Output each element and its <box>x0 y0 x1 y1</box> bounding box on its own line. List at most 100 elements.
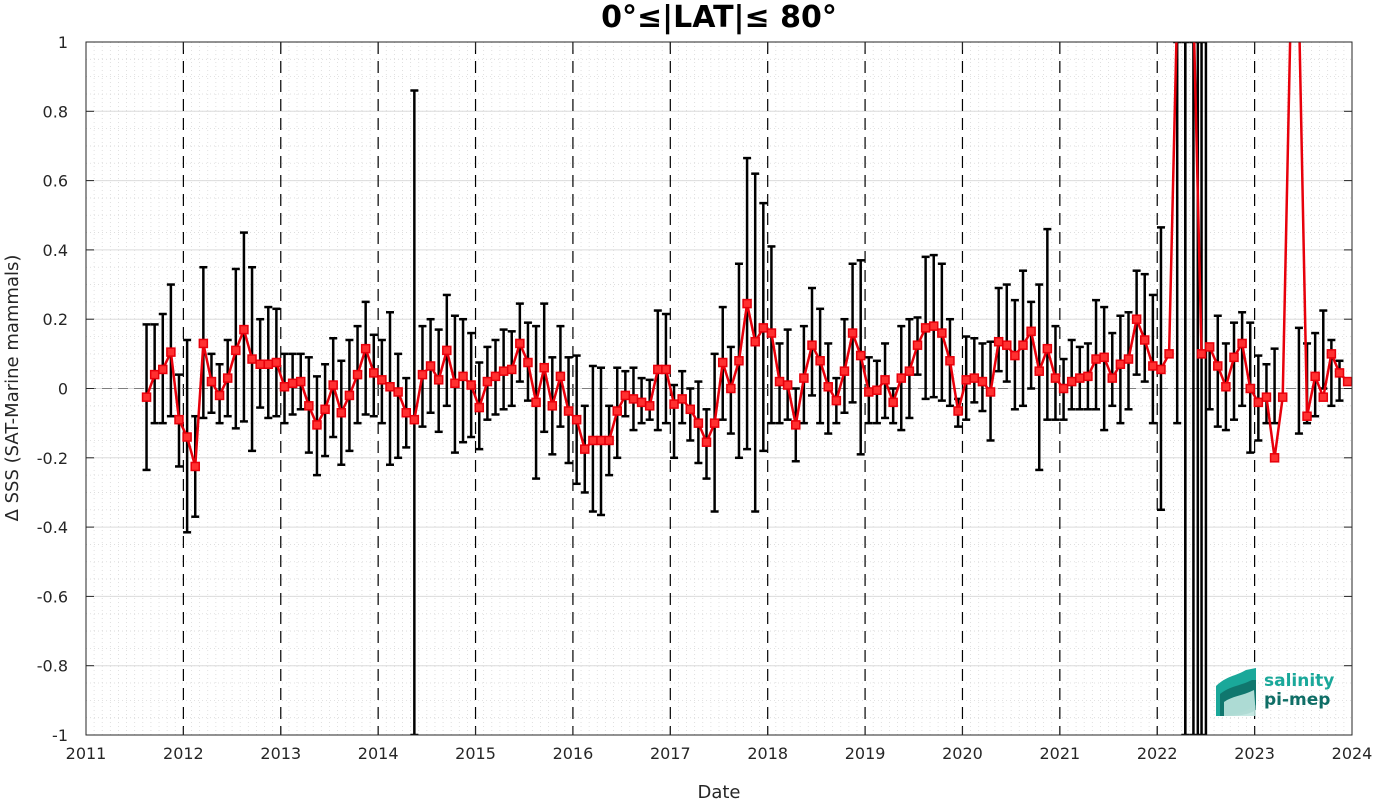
x-tick-label: 2023 <box>1234 744 1275 763</box>
y-tick-label: -1 <box>52 726 68 745</box>
series-marker <box>222 373 233 383</box>
series-marker <box>320 404 330 415</box>
series-marker <box>1139 335 1150 345</box>
series-marker <box>758 323 769 333</box>
series-marker <box>799 373 809 383</box>
series-marker <box>198 338 209 349</box>
series-marker <box>669 399 679 409</box>
series-marker <box>726 383 736 394</box>
series-marker <box>1156 364 1166 375</box>
series-marker <box>336 408 347 418</box>
series-marker <box>928 321 939 331</box>
x-tick-label: 2014 <box>358 744 399 763</box>
y-tick-label: -0.2 <box>37 449 68 468</box>
series-marker <box>782 380 793 390</box>
series-marker <box>352 369 363 380</box>
series-marker <box>864 387 874 397</box>
series-marker <box>855 350 866 361</box>
y-tick-label: -0.4 <box>37 518 68 537</box>
x-tick-label: 2016 <box>553 744 594 763</box>
x-tick-label: 2019 <box>845 744 886 763</box>
series-marker <box>563 406 574 416</box>
series-marker <box>271 357 282 368</box>
series-marker <box>474 402 485 413</box>
y-tick-label: 0 <box>58 380 68 399</box>
series-marker <box>872 385 882 395</box>
series-marker <box>1245 383 1255 394</box>
series-marker <box>1148 361 1158 371</box>
series-marker <box>961 375 971 385</box>
series-marker <box>1083 371 1093 382</box>
series-marker <box>490 371 501 382</box>
series-marker <box>360 343 371 354</box>
y-tick-label: 0.4 <box>43 241 68 260</box>
series-marker <box>717 357 728 368</box>
x-tick-label: 2018 <box>747 744 788 763</box>
series-line-offscale <box>1167 42 1178 354</box>
series-marker <box>709 418 720 428</box>
series-marker <box>644 401 655 411</box>
series-marker <box>1115 359 1126 369</box>
series-marker <box>231 345 241 356</box>
series-marker <box>791 420 801 430</box>
series-marker <box>287 378 298 389</box>
series-marker <box>1213 361 1223 371</box>
series-marker <box>750 336 760 347</box>
series-marker <box>904 366 915 376</box>
x-tick-label: 2015 <box>455 744 496 763</box>
series-marker <box>628 394 639 404</box>
series-marker <box>993 336 1004 347</box>
series-marker <box>1018 340 1028 350</box>
series-marker <box>1229 352 1239 363</box>
series-marker <box>206 376 217 387</box>
logo-line1: salinity <box>1264 671 1334 691</box>
series-marker <box>620 390 631 401</box>
series-marker <box>1261 392 1272 402</box>
y-tick-label: 0.2 <box>43 310 68 329</box>
series-marker <box>239 324 249 335</box>
series-marker <box>734 356 744 366</box>
series-marker <box>1042 343 1053 354</box>
series-marker <box>831 395 842 406</box>
y-axis-ticks: -1 -0.8 -0.6 -0.4 -0.2 0 0.2 0.4 0.6 0.8 1 <box>37 33 1352 745</box>
series-marker <box>539 362 549 373</box>
y-tick-label: -0.6 <box>37 587 68 606</box>
series-marker <box>425 361 436 371</box>
series-marker <box>1075 373 1085 383</box>
series-marker <box>1237 338 1247 349</box>
x-axis-ticks: 2011 2012 2013 2014 2015 2016 2017 2018 2019 2020… <box>66 42 1372 763</box>
y-tick-label: -0.8 <box>37 657 68 676</box>
series-marker <box>1050 373 1061 383</box>
chart-title: 0°≤|LAT|≤ 80° <box>601 0 837 35</box>
series-line-offscale <box>1298 42 1309 417</box>
series-marker <box>1334 368 1345 378</box>
series-line-offscale <box>1192 42 1203 354</box>
series-marker <box>1269 453 1280 463</box>
series-marker <box>612 406 622 416</box>
series-marker <box>685 404 696 415</box>
series-marker <box>677 394 687 404</box>
series-marker <box>450 378 460 389</box>
series-marker <box>945 356 955 366</box>
series-marker <box>1002 340 1012 350</box>
series-line-offscale <box>1281 42 1292 398</box>
series-marker <box>1026 326 1036 337</box>
series-marker <box>1091 354 1101 364</box>
series-marker <box>766 328 777 338</box>
x-tick-label: 2012 <box>163 744 204 763</box>
x-tick-label: 2020 <box>942 744 983 763</box>
series-marker <box>1326 349 1337 359</box>
series-marker <box>742 298 752 309</box>
series-marker <box>1196 349 1207 359</box>
series-marker <box>369 368 379 378</box>
series-marker <box>896 373 907 383</box>
series-marker <box>182 432 192 442</box>
salinity-pi-mep-logo: salinity pi-mep <box>1216 668 1334 716</box>
x-tick-label: 2021 <box>1039 744 1080 763</box>
y-tick-label: 0.8 <box>43 102 68 121</box>
series-marker <box>937 328 947 338</box>
series-marker <box>523 357 533 368</box>
y-tick-label: 1 <box>58 33 68 52</box>
series-marker <box>580 444 590 454</box>
logo-line2: pi-mep <box>1264 690 1330 710</box>
